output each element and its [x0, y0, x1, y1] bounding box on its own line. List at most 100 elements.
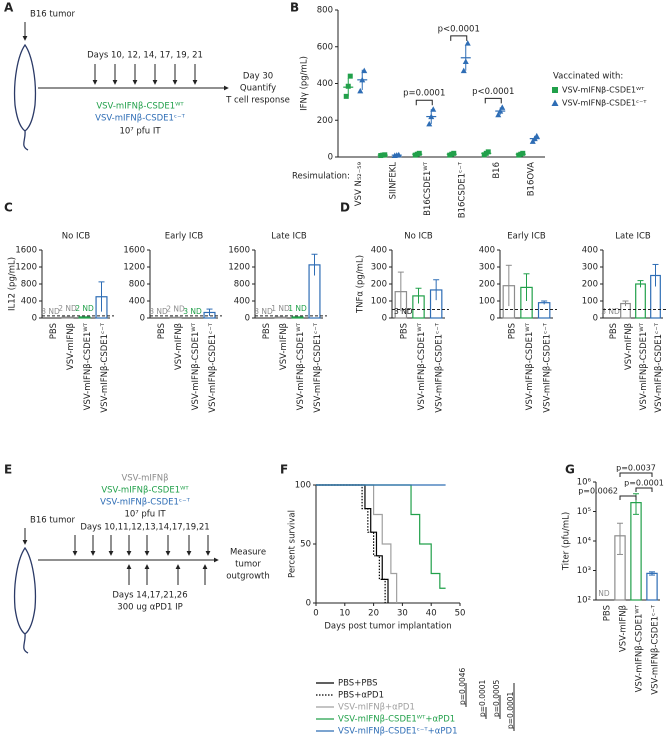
x-tick-label: PBS	[507, 323, 517, 339]
label: 10⁷ pfu IT	[119, 127, 161, 137]
dose-arrows	[92, 64, 198, 85]
x-tick-label: VSV-mIFNβ	[174, 323, 184, 370]
point	[533, 132, 540, 139]
bar	[537, 302, 551, 319]
point	[497, 108, 504, 114]
y-tick-label: 0	[490, 314, 495, 324]
nd-label: 3 ND	[149, 307, 168, 316]
label: Days 14,17,21,26	[112, 591, 187, 601]
point	[451, 150, 457, 156]
legend-label: VSV-mIFNβ-CSDE1ᵂᵀ+αPD1	[338, 715, 455, 725]
nd-label: ND	[598, 589, 610, 598]
label: 300 ug αPD1 IP	[117, 603, 182, 613]
bar	[169, 316, 182, 319]
bracket	[619, 472, 653, 477]
bracket	[635, 487, 653, 492]
x-tick-label: VSV-mIFNβ-CSDE1ᶜ⁻ᵀ	[651, 604, 661, 694]
label: VSV-mIFNβ-CSDE1ᵂᵀ	[96, 102, 184, 112]
y-axis-label: IFNγ (pg/mL)	[300, 56, 310, 111]
x-tick-label: SIINFEKL	[388, 162, 398, 200]
p-value: p=0.0001	[506, 691, 515, 729]
point	[357, 87, 364, 94]
y-tick-label: 400	[129, 297, 145, 307]
y-tick-label: 800	[129, 280, 145, 290]
x-tick-label: VSV-mIFNβ-CSDE1ᵂᵀ	[296, 322, 306, 410]
x-tick-label: 10	[339, 609, 350, 619]
y-tick-label: 800	[317, 6, 333, 16]
label: B16 tumor	[30, 516, 76, 526]
y-tick-label: 200	[479, 280, 495, 290]
bar	[291, 316, 304, 319]
y-tick-label: 300	[582, 263, 598, 273]
x-tick-label: VSV-mIFNβ-CSDE1ᶜ⁻ᵀ	[543, 322, 553, 412]
y-tick-label: 400	[479, 246, 495, 256]
point	[347, 73, 353, 79]
chart-title: No ICB	[62, 232, 91, 242]
p-value: p=0.0001	[624, 479, 664, 488]
x-tick-label: B16CSDE1ᵂᵀ	[423, 161, 433, 216]
bar	[635, 283, 646, 319]
y-tick-label: 200	[371, 280, 387, 290]
panel-label: C	[4, 201, 13, 215]
point	[499, 104, 506, 110]
nd-label: 2 ND	[75, 304, 94, 313]
p-value: p<0.0001	[472, 87, 514, 97]
y-tick-label: 10⁶	[577, 478, 592, 488]
legend-label: VSV-mIFNβ+αPD1	[338, 703, 415, 713]
x-tick-label: B16	[492, 162, 502, 179]
x-tick-label: VSV-mIFNβ	[624, 323, 634, 370]
x-tick-label: B16CSDE1ᶜ⁻ᵀ	[457, 161, 467, 218]
y-tick-label: 1200	[123, 263, 145, 273]
y-tick-label: 10²	[577, 596, 591, 606]
panel-label: E	[4, 463, 12, 477]
bar	[61, 316, 74, 319]
x-axis-label: Resimulation:	[292, 172, 350, 182]
label: VSV-mIFNβ-CSDE1ᵂᵀ	[101, 486, 189, 496]
y-axis-label: Percent survival	[288, 510, 298, 578]
chart-title: No ICB	[404, 232, 433, 242]
x-tick-label: VSV-mIFNβ-CSDE1ᵂᵀ	[635, 604, 645, 692]
y-tick-label: 200	[317, 116, 333, 126]
y-tick-label: 0	[140, 314, 145, 324]
point	[520, 150, 526, 156]
legend-label: PBS+PBS	[338, 679, 378, 689]
y-tick-label: 800	[21, 280, 37, 290]
y-tick-label: 400	[317, 79, 333, 89]
label: B16 tumor	[30, 10, 76, 20]
x-tick-label: 30	[397, 609, 408, 619]
point	[428, 113, 435, 120]
point	[531, 135, 538, 142]
p-value: p=0.0062	[578, 487, 618, 496]
point	[361, 67, 368, 74]
x-tick-label: PBS	[603, 605, 613, 621]
x-tick-label: 40	[426, 609, 437, 619]
x-tick-label: VSV-mIFNβ-CSDE1ᵂᵀ	[639, 322, 649, 410]
legend-label: VSV-mIFNβ-CSDE1ᵂᵀ	[562, 86, 645, 95]
survival-line	[316, 484, 398, 603]
bracket	[619, 495, 637, 500]
panel-label: F	[280, 463, 288, 477]
diagram-e: VSV-mIFNβ VSV-mIFNβ-CSDE1ᵂᵀ VSV-mIFNβ-CS…	[13, 474, 270, 654]
point	[395, 151, 402, 158]
y-tick-label: 10³	[577, 566, 591, 576]
x-tick-label: 20	[368, 609, 379, 619]
y-tick-label: 100	[295, 481, 311, 491]
mouse-icon	[13, 546, 37, 654]
label: T cell response	[225, 96, 290, 106]
x-axis-label: Days post tumor implantation	[324, 622, 451, 632]
y-tick-label: 800	[234, 280, 250, 290]
y-tick-label: 0	[382, 314, 387, 324]
label: tumor	[235, 560, 261, 570]
x-tick-label: VSV-mIFNβ	[279, 323, 289, 370]
y-tick-label: 100	[582, 297, 598, 307]
y-tick-label: 400	[371, 246, 387, 256]
panel-label: D	[340, 201, 350, 215]
x-tick-label: VSV-mIFNβ-CSDE1ᶜ⁻ᵀ	[435, 322, 445, 412]
legend-label: PBS+αPD1	[338, 691, 384, 701]
chart-title: Late ICB	[615, 232, 651, 242]
bar	[646, 572, 658, 601]
legend-label: VSV-mIFNβ-CSDE1ᶜ⁻ᵀ+αPD1	[338, 727, 457, 737]
label: VSV-mIFNβ-CSDE1ᶜ⁻ᵀ	[95, 114, 185, 124]
survival-line	[316, 484, 389, 603]
y-tick-label: 100	[371, 297, 387, 307]
